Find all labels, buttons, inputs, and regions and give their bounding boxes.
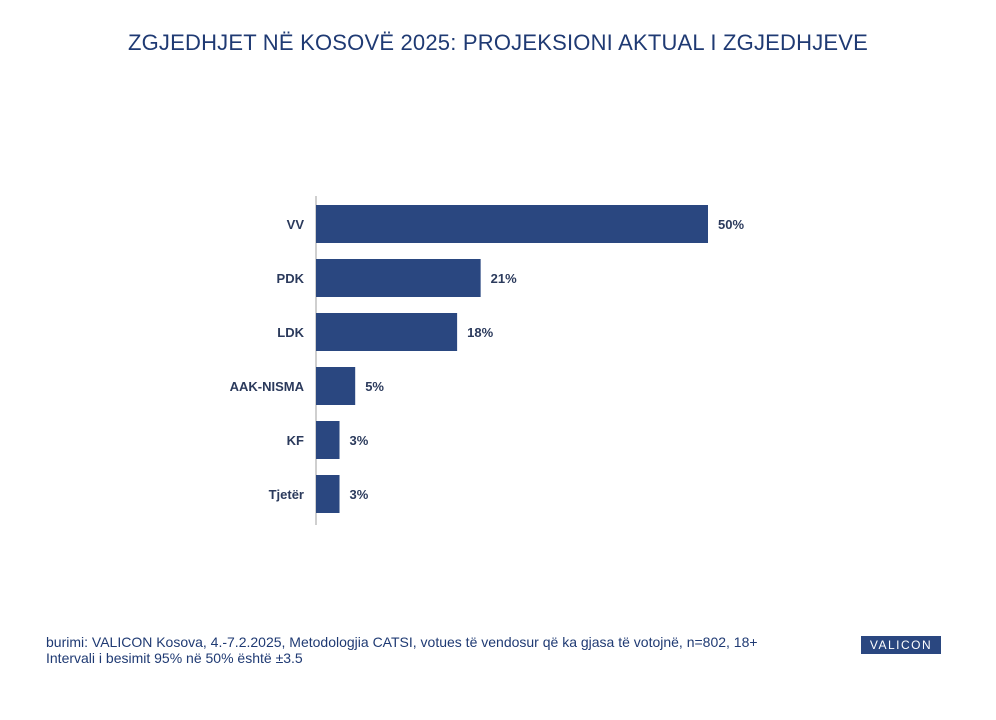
data-label: 5% (365, 379, 384, 394)
source-note: burimi: VALICON Kosova, 4.-7.2.2025, Met… (46, 634, 758, 650)
confidence-interval-note: Intervali i besimit 95% në 50% është ±3.… (46, 650, 303, 666)
chart-title: ZGJEDHJET NË KOSOVË 2025: PROJEKSIONI AK… (127, 30, 869, 55)
category-label: KF (287, 433, 304, 448)
bar (316, 475, 340, 513)
category-label: VV (287, 217, 305, 232)
bar (316, 313, 458, 351)
bar (316, 259, 481, 297)
data-label: 3% (350, 433, 369, 448)
bar (316, 205, 708, 243)
bar (316, 421, 340, 459)
bar (316, 367, 356, 405)
data-label: 21% (491, 271, 517, 286)
category-label: PDK (277, 271, 305, 286)
data-label: 50% (718, 217, 744, 232)
category-label: AAK-NISMA (230, 379, 305, 394)
footer-note: burimi: VALICON Kosova, 4.-7.2.2025, Met… (46, 634, 758, 666)
category-label: LDK (277, 325, 304, 340)
data-label: 3% (350, 487, 369, 502)
data-label: 18% (467, 325, 493, 340)
category-label: Tjetër (269, 487, 304, 502)
bar-chart: VV 50% PDK 21% LDK 18% AAK-NISMA 5% KF 3% Tjetër 3% (230, 196, 744, 525)
valicon-logo: VALICON (861, 636, 941, 654)
